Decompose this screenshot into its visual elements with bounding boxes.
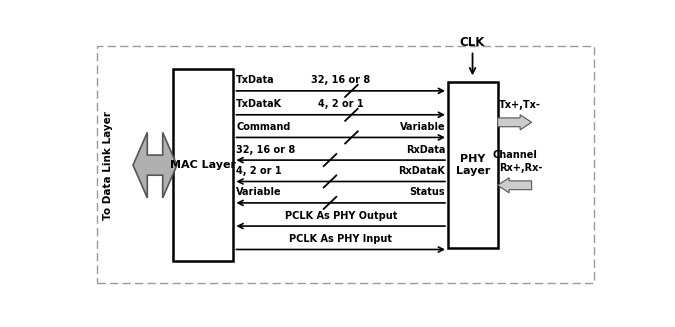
Text: RxData: RxData [406, 145, 446, 155]
Text: PHY
Layer: PHY Layer [456, 154, 490, 176]
Text: TxDataK: TxDataK [236, 99, 282, 109]
Polygon shape [133, 132, 177, 198]
Text: 4, 2 or 1: 4, 2 or 1 [318, 99, 364, 109]
Text: RxDataK: RxDataK [398, 166, 446, 176]
Text: PCLK As PHY Output: PCLK As PHY Output [285, 211, 397, 220]
Text: PCLK As PHY Input: PCLK As PHY Input [289, 234, 392, 244]
Text: To Data Link Layer: To Data Link Layer [103, 111, 113, 219]
Text: TxData: TxData [236, 75, 275, 85]
Text: Variable: Variable [400, 122, 446, 132]
FancyBboxPatch shape [448, 82, 497, 248]
FancyArrow shape [497, 115, 532, 130]
Text: Variable: Variable [236, 187, 281, 198]
FancyBboxPatch shape [173, 69, 234, 261]
Text: 32, 16 or 8: 32, 16 or 8 [311, 75, 371, 85]
Text: Channel: Channel [492, 150, 537, 160]
Text: MAC Layer: MAC Layer [170, 160, 236, 170]
Text: Command: Command [236, 122, 290, 132]
Text: 32, 16 or 8: 32, 16 or 8 [236, 145, 296, 155]
FancyArrow shape [497, 178, 532, 193]
Text: CLK: CLK [460, 36, 485, 49]
Text: Rx+,Rx-: Rx+,Rx- [499, 163, 542, 173]
Text: Status: Status [410, 187, 446, 198]
Text: Tx+,Tx-: Tx+,Tx- [499, 100, 541, 110]
Text: 4, 2 or 1: 4, 2 or 1 [236, 166, 281, 176]
